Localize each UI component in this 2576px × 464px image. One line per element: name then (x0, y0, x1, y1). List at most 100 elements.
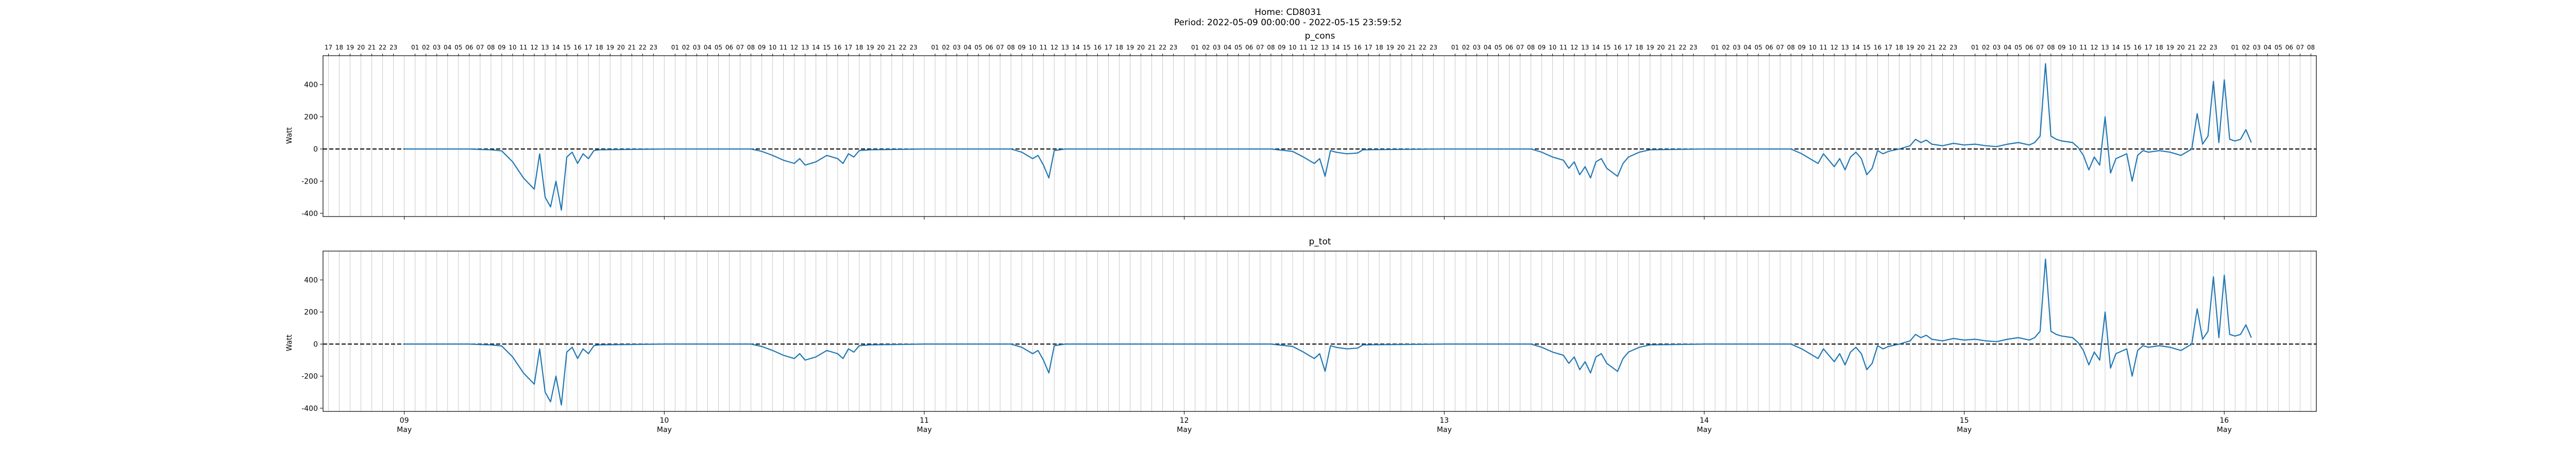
plot-frame (323, 55, 2317, 217)
x-hour-tick-label: 03 (693, 44, 701, 51)
x-hour-tick-label: 01 (931, 44, 939, 51)
x-hour-tick-label: 05 (2275, 44, 2282, 51)
x-tick-label-month: May (657, 426, 672, 434)
x-hour-tick-label: 20 (877, 44, 885, 51)
x-hour-tick-label: 09 (2058, 44, 2065, 51)
x-hour-tick-label: 05 (1234, 44, 1242, 51)
x-hour-tick-label: 06 (2025, 44, 2033, 51)
x-hour-tick-label: 15 (823, 44, 831, 51)
x-tick-label-day: 13 (1439, 417, 1449, 425)
x-hour-tick-label: 08 (1007, 44, 1015, 51)
x-hour-tick-label: 22 (1159, 44, 1166, 51)
x-hour-tick-label: 08 (1787, 44, 1795, 51)
x-hour-tick-label: 18 (1895, 44, 1903, 51)
x-hour-tick-label: 23 (389, 44, 397, 51)
x-hour-tick-label: 02 (1462, 44, 1470, 51)
x-hour-tick-label: 19 (346, 44, 354, 51)
x-hour-tick-label: 20 (1397, 44, 1405, 51)
x-hour-tick-label: 05 (715, 44, 722, 51)
x-hour-tick-label: 17 (1885, 44, 1892, 51)
x-hour-tick-label: 13 (1841, 44, 1849, 51)
x-hour-tick-label: 16 (1874, 44, 1882, 51)
x-hour-tick-label: 02 (942, 44, 950, 51)
y-tick-label: -200 (301, 177, 318, 186)
x-hour-tick-label: 23 (2210, 44, 2217, 51)
x-hour-tick-label: 03 (1473, 44, 1481, 51)
x-hour-tick-label: 08 (487, 44, 495, 51)
x-hour-tick-label: 12 (1570, 44, 1578, 51)
panel-title: p_tot (1309, 237, 1331, 247)
x-hour-tick-label: 12 (2090, 44, 2098, 51)
x-hour-tick-label: 08 (1267, 44, 1275, 51)
x-tick-label-day: 14 (1700, 417, 1709, 425)
x-hour-tick-label: 18 (596, 44, 603, 51)
x-hour-tick-label: 01 (671, 44, 679, 51)
y-tick-label: -400 (301, 210, 318, 218)
x-hour-tick-label: 15 (563, 44, 570, 51)
x-tick-label-month: May (917, 426, 932, 434)
x-tick-label-day: 12 (1180, 417, 1189, 425)
x-hour-tick-label: 06 (2285, 44, 2293, 51)
x-hour-tick-label: 04 (2004, 44, 2011, 51)
x-hour-tick-label: 17 (1364, 44, 1372, 51)
x-hour-tick-label: 04 (1224, 44, 1231, 51)
y-axis-label: Watt (285, 334, 294, 351)
x-hour-tick-label: 01 (1971, 44, 1979, 51)
x-hour-tick-label: 05 (975, 44, 982, 51)
x-hour-tick-label: 13 (1321, 44, 1329, 51)
x-hour-tick-label: 13 (2101, 44, 2109, 51)
x-hour-tick-label: 21 (1668, 44, 1675, 51)
x-hour-tick-label: 16 (2133, 44, 2141, 51)
x-hour-tick-label: 01 (411, 44, 419, 51)
x-hour-tick-label: 05 (454, 44, 462, 51)
x-hour-tick-label: 02 (1722, 44, 1730, 51)
x-hour-tick-label: 19 (1906, 44, 1914, 51)
x-hour-tick-label: 18 (1635, 44, 1643, 51)
x-hour-tick-label: 06 (465, 44, 473, 51)
x-hour-tick-label: 10 (769, 44, 776, 51)
y-tick-label: 0 (313, 340, 318, 349)
x-hour-tick-label: 22 (2199, 44, 2207, 51)
x-hour-tick-label: 04 (963, 44, 971, 51)
x-hour-tick-label: 04 (704, 44, 711, 51)
series-line (404, 63, 2252, 211)
x-hour-tick-label: 17 (2144, 44, 2152, 51)
x-hour-tick-label: 06 (1505, 44, 1513, 51)
x-hour-tick-label: 03 (433, 44, 440, 51)
x-hour-tick-label: 13 (1581, 44, 1589, 51)
x-hour-tick-label: 08 (2047, 44, 2055, 51)
x-hour-tick-label: 20 (1657, 44, 1665, 51)
x-hour-tick-label: 15 (2123, 44, 2130, 51)
x-tick-label-day: 09 (400, 417, 409, 425)
x-hour-tick-label: 18 (335, 44, 343, 51)
x-hour-tick-label: 02 (422, 44, 430, 51)
series-line (404, 258, 2252, 406)
x-hour-tick-label: 22 (899, 44, 906, 51)
x-hour-tick-label: 23 (1430, 44, 1437, 51)
x-hour-tick-label: 20 (2177, 44, 2185, 51)
x-hour-tick-label: 17 (325, 44, 332, 51)
x-hour-tick-label: 04 (1743, 44, 1751, 51)
x-hour-tick-label: 11 (2079, 44, 2087, 51)
y-tick-label: 200 (304, 113, 318, 122)
x-hour-tick-label: 17 (585, 44, 592, 51)
x-hour-tick-label: 13 (801, 44, 809, 51)
x-tick-label-day: 11 (920, 417, 929, 425)
x-hour-tick-label: 11 (1299, 44, 1307, 51)
x-hour-tick-label: 15 (1083, 44, 1091, 51)
x-hour-tick-label: 10 (509, 44, 516, 51)
x-hour-tick-label: 04 (444, 44, 451, 51)
x-hour-tick-label: 17 (844, 44, 852, 51)
x-hour-tick-label: 22 (1939, 44, 1946, 51)
x-hour-tick-label: 03 (2253, 44, 2261, 51)
x-hour-tick-label: 14 (1072, 44, 1080, 51)
x-hour-tick-label: 07 (736, 44, 744, 51)
x-hour-tick-label: 11 (519, 44, 527, 51)
x-hour-tick-label: 09 (1538, 44, 1546, 51)
x-hour-tick-label: 01 (1191, 44, 1199, 51)
x-hour-tick-label: 04 (2264, 44, 2272, 51)
x-hour-tick-label: 01 (2231, 44, 2239, 51)
x-hour-tick-label: 07 (476, 44, 484, 51)
x-hour-tick-label: 20 (1917, 44, 1925, 51)
x-hour-tick-label: 18 (2155, 44, 2163, 51)
